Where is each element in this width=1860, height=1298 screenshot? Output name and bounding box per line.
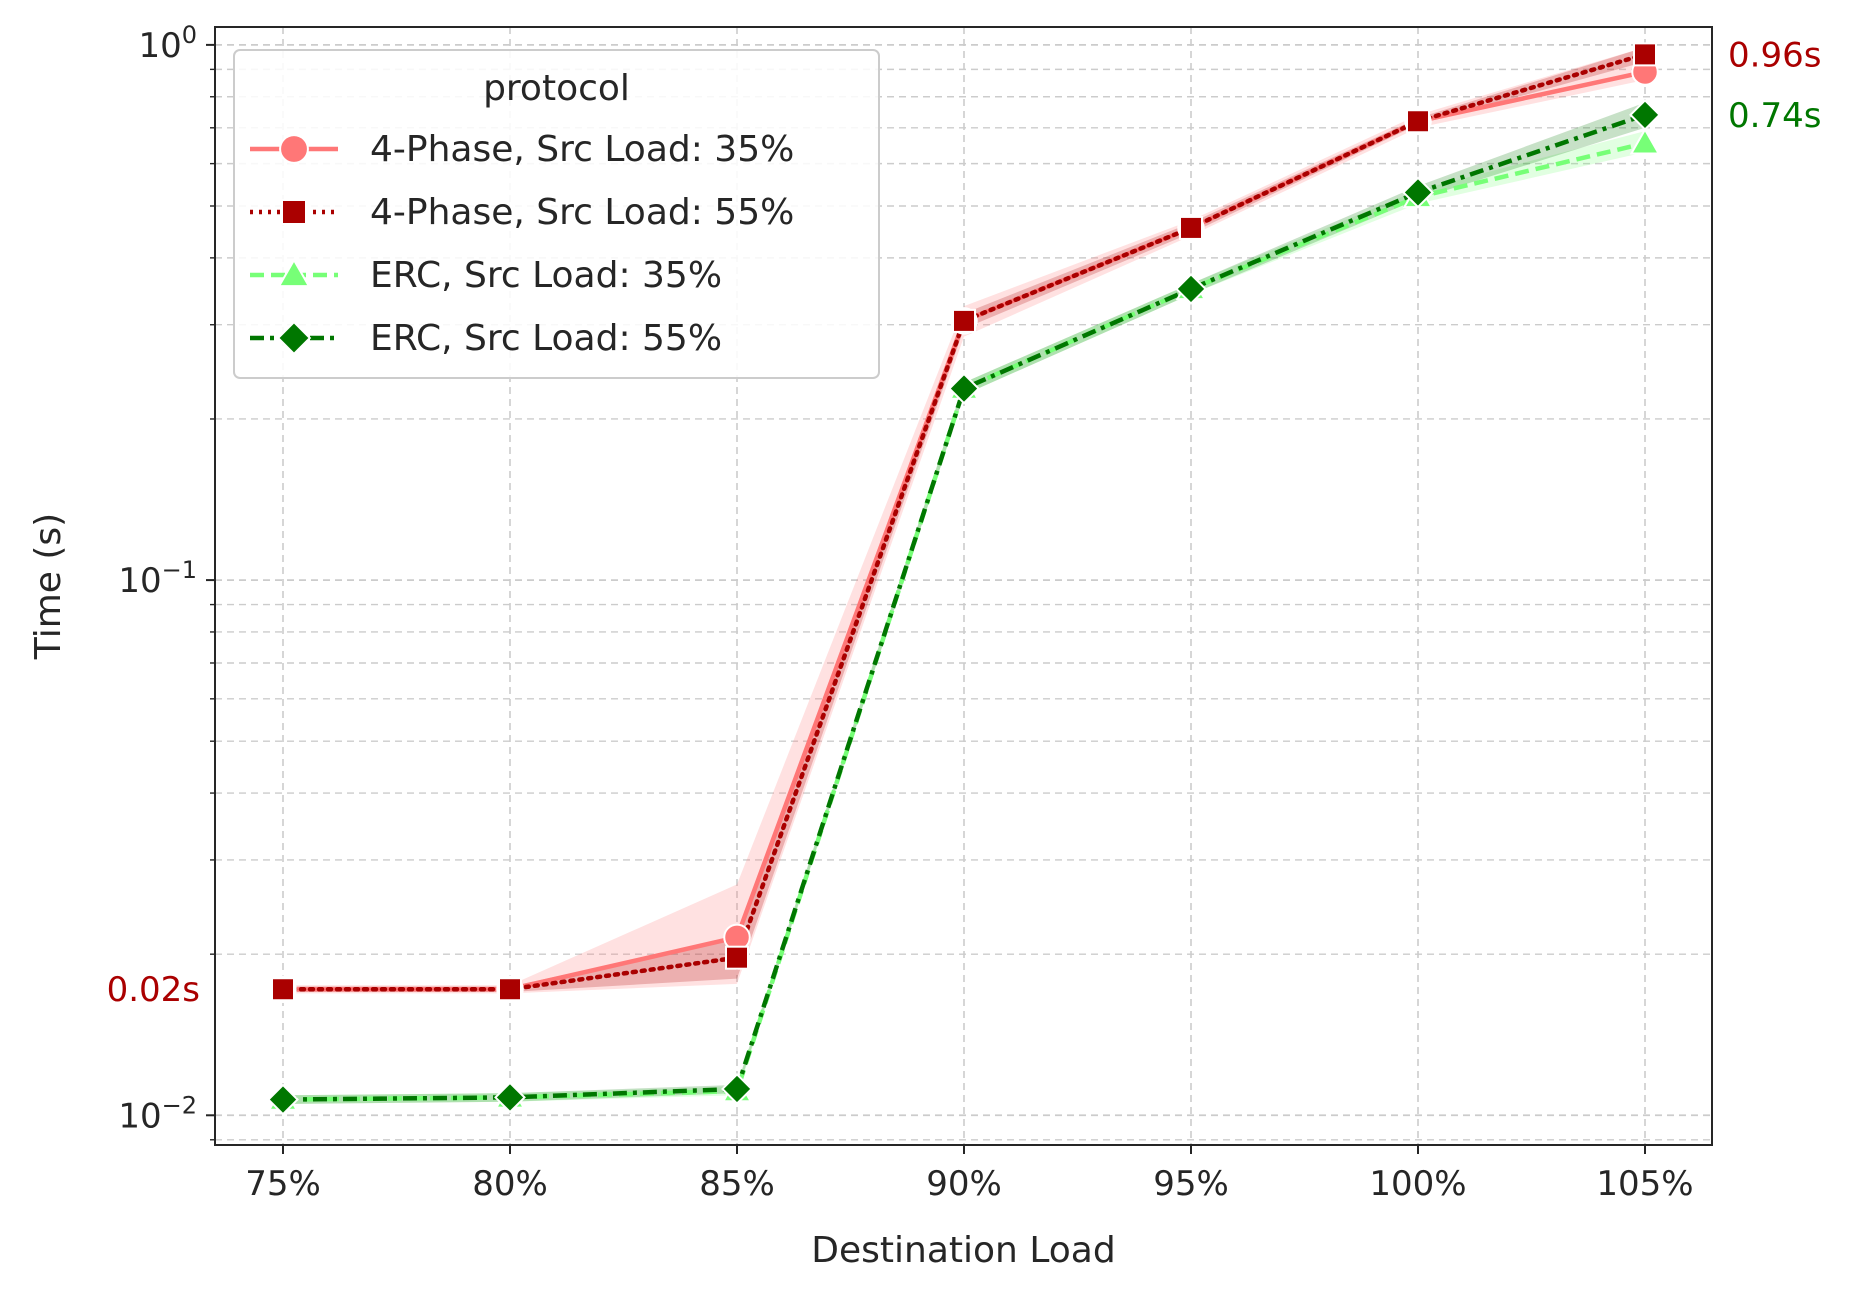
marker-triangle (1629, 127, 1661, 155)
legend-entry-label: 4-Phase, Src Load: 35% (370, 129, 794, 170)
legend-title: protocol (483, 68, 630, 109)
marker-diamond (494, 1081, 526, 1114)
annotation-label: 0.74s (1728, 96, 1821, 136)
legend-entry-label: 4-Phase, Src Load: 55% (370, 192, 794, 233)
x-tick-label: 105% (1596, 1164, 1693, 1204)
y-tick-label: 100 (138, 21, 197, 66)
marker-square (725, 945, 749, 970)
series-markers (267, 42, 1661, 1116)
marker-circle (279, 134, 309, 164)
marker-diamond (276, 320, 312, 356)
marker-square (1179, 215, 1203, 240)
axis-ticks: 75% 80% 85% 90% 95% 100% 105% 100 10−1 10−2 (118, 21, 1693, 1204)
annotation-label: 0.02s (107, 970, 200, 1010)
x-axis-title: Destination Load (811, 1230, 1115, 1271)
grid (215, 27, 1712, 1145)
marker-triangle (277, 258, 311, 288)
legend-entry-label: ERC, Src Load: 35% (370, 255, 722, 296)
y-axis-title: Time (s) (28, 513, 69, 660)
marker-diamond (1175, 272, 1207, 305)
marker-diamond (1629, 98, 1661, 131)
marker-square (271, 977, 295, 1002)
x-tick-label: 100% (1369, 1164, 1466, 1204)
y-tick-label: 10−1 (118, 556, 197, 601)
marker-diamond (267, 1083, 299, 1116)
legend: protocol 4-Phase, Src Load: 35% 4-Phase, … (233, 49, 880, 379)
marker-diamond (721, 1073, 753, 1105)
marker-diamond (948, 372, 980, 405)
marker-square (1633, 42, 1657, 67)
marker-square (281, 199, 307, 225)
legend-entry-label: ERC, Src Load: 55% (370, 318, 722, 359)
annotation-label: 0.96s (1728, 35, 1821, 75)
marker-square (952, 308, 976, 333)
marker-square (1406, 109, 1430, 134)
x-tick-label: 75% (245, 1164, 321, 1204)
marker-diamond (1402, 176, 1434, 209)
x-tick-label: 95% (1153, 1164, 1229, 1204)
marker-square (498, 977, 522, 1002)
legend-box (233, 49, 880, 379)
x-tick-label: 80% (472, 1164, 548, 1204)
y-tick-label: 10−2 (118, 1091, 197, 1136)
x-tick-label: 85% (699, 1164, 775, 1204)
annotations: 0.02s 0.96s 0.74s (107, 35, 1822, 1010)
x-tick-label: 90% (926, 1164, 1002, 1204)
